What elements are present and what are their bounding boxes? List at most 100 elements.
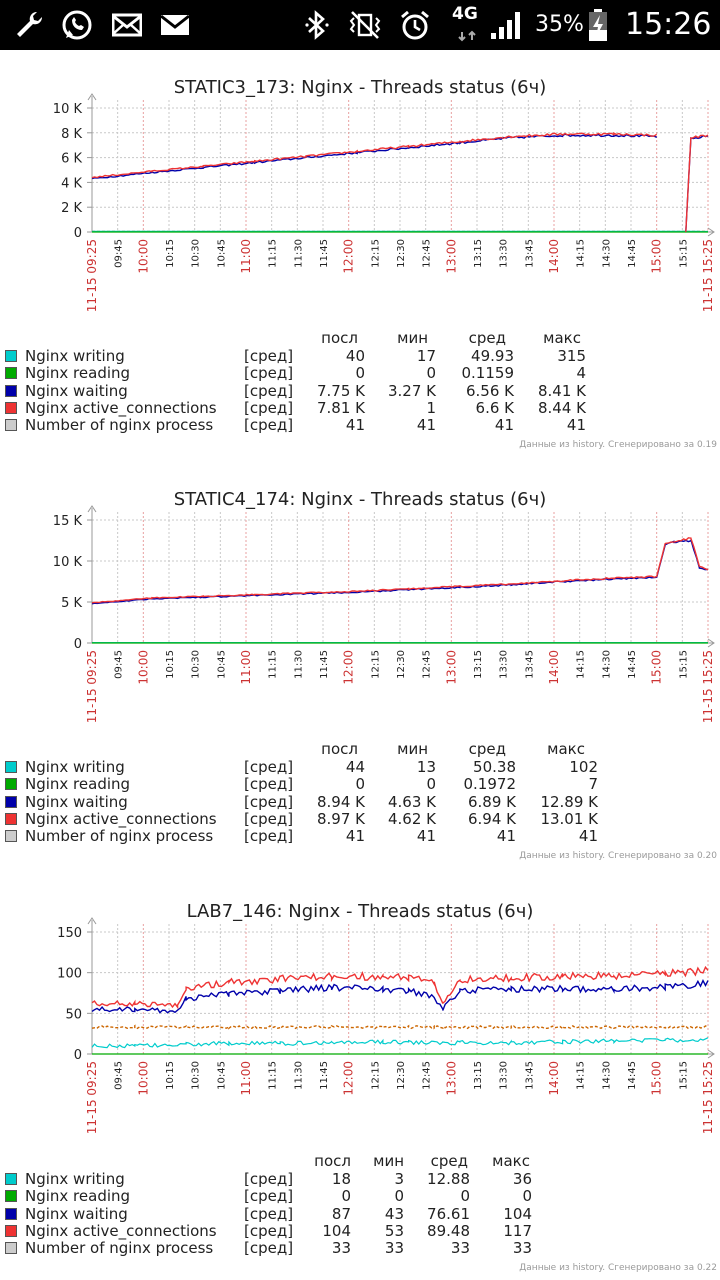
x-tick-label: 11:45 <box>319 239 330 268</box>
graphs-scroll-area[interactable]: STATIC3_173: Nginx - Threads status (6ч)… <box>0 50 720 1280</box>
x-tick-label: 10:30 <box>191 650 202 679</box>
x-tick-label: 14:00 <box>547 239 561 274</box>
x-tick-label: 11-15 09:25 <box>85 650 99 723</box>
legend-swatch <box>5 367 17 380</box>
legend-value-min: 0 <box>394 1187 404 1206</box>
x-tick-label: 13:15 <box>473 650 484 679</box>
legend-item-name: Nginx reading <box>25 1187 131 1206</box>
graph-footer: Данные из history. Сгенерировано за 0.19 <box>519 440 717 450</box>
x-tick-label: 12:15 <box>370 1061 381 1090</box>
x-tick-label: 10:00 <box>136 239 150 274</box>
graph-lab7-146: LAB7_146: Nginx - Threads status (6ч) 15… <box>0 874 720 1280</box>
mail-icon <box>158 9 192 41</box>
legend-item-name: Nginx active_connections <box>25 1221 217 1240</box>
x-tick-label: 12:45 <box>422 1061 433 1090</box>
legend-value-min: 3 <box>394 1170 404 1188</box>
x-tick-label: 11-15 09:25 <box>85 1061 99 1134</box>
series-line-number-of-nginx-process <box>91 1024 709 1030</box>
x-tick-label: 10:45 <box>216 650 227 679</box>
x-tick-label: 09:45 <box>114 650 125 679</box>
graph-legend: посл мин сред макс Nginx writing [сред] 40 17 49… <box>0 329 720 449</box>
x-tick-label: 12:15 <box>370 239 381 268</box>
legend-row: Nginx waiting [сред] 7.75 K 3.27 K 6.56 K 8.4… <box>0 381 720 400</box>
legend-value-last: 33 <box>331 1239 351 1258</box>
legend-swatch <box>5 401 17 414</box>
legend-item-name: Nginx waiting <box>25 381 128 400</box>
x-tick-label: 10:00 <box>136 650 150 685</box>
legend-value-max: 13.01 K <box>540 809 598 828</box>
legend-row: Nginx reading [сред] 0 0 0 0 <box>0 1187 720 1206</box>
legend-column-header: мин <box>373 1152 404 1170</box>
legend-value-last: 7.81 K <box>316 398 365 417</box>
x-tick-label: 14:00 <box>547 650 561 685</box>
legend-value-max: 12.89 K <box>540 792 598 811</box>
series-line-nginx-active-connections <box>91 132 709 233</box>
legend-row: Nginx writing [сред] 40 17 49.93 315 <box>0 347 720 365</box>
legend-column-header: макс <box>547 740 585 758</box>
x-tick-label: 12:30 <box>396 650 407 679</box>
legend-item-name: Nginx writing <box>25 347 125 365</box>
x-tick-label: 12:30 <box>396 239 407 268</box>
legend-item-name: Number of nginx process <box>25 1239 214 1258</box>
series-line-nginx-waiting <box>91 978 709 1014</box>
y-tick-label: 0 <box>74 637 82 652</box>
legend-value-avg: 49.93 <box>471 347 514 365</box>
legend-swatch <box>5 419 17 432</box>
y-axis-arrow <box>87 917 97 925</box>
legend-column-header: макс <box>543 329 581 347</box>
x-tick-label: 14:15 <box>576 1061 587 1090</box>
legend-item-name: Nginx reading <box>25 775 131 794</box>
x-tick-label: 11:30 <box>293 1061 304 1090</box>
battery-charging-icon <box>585 9 611 41</box>
x-tick-label: 11:45 <box>319 1061 330 1090</box>
legend-column-header: посл <box>321 329 358 347</box>
legend-value-avg: 33 <box>450 1239 470 1258</box>
legend-value-max: 41 <box>578 827 598 846</box>
graph-legend: посл мин сред макс Nginx writing [сред] 44 13 50… <box>0 740 720 860</box>
x-tick-label: 11-15 09:25 <box>85 239 99 312</box>
signal-icon <box>488 9 524 41</box>
x-tick-label: 13:00 <box>444 1061 458 1096</box>
x-tick-label: 11:15 <box>268 239 279 268</box>
legend-row: Nginx waiting [сред] 8.94 K 4.63 K 6.89 K 12.… <box>0 792 720 811</box>
legend-function: [сред] <box>244 1204 294 1223</box>
legend-value-max: 104 <box>503 1204 532 1223</box>
y-tick-label: 10 K <box>53 102 83 117</box>
y-tick-label: 0 <box>74 226 82 241</box>
legend-row: Nginx writing [сред] 18 3 12.88 36 <box>0 1170 720 1188</box>
legend-value-last: 18 <box>331 1170 351 1188</box>
legend-value-last: 41 <box>345 416 365 435</box>
y-tick-label: 0 <box>74 1048 82 1063</box>
legend-column-header: посл <box>321 740 358 758</box>
graph-footer: Данные из history. Сгенерировано за 0.22 <box>519 1263 717 1273</box>
legend-function: [сред] <box>244 347 294 365</box>
x-tick-label: 14:30 <box>601 1061 612 1090</box>
legend-item-name: Nginx writing <box>25 1170 125 1188</box>
legend-value-max: 117 <box>503 1221 532 1240</box>
x-axis-arrow <box>707 638 715 648</box>
legend-value-min: 53 <box>384 1221 404 1240</box>
threads-status-chart: 10 K 8 K 6 K 4 K 2 K 011-15 09:25 09:45 10:00 10… <box>53 93 715 312</box>
legend-value-max: 36 <box>512 1170 532 1188</box>
legend-column-header: посл <box>314 1152 351 1170</box>
legend-function: [сред] <box>244 398 294 417</box>
legend-row: Number of nginx process [сред] 33 33 33 33 <box>0 1239 720 1258</box>
legend-value-min: 1 <box>426 398 436 417</box>
x-tick-label: 10:30 <box>191 239 202 268</box>
legend-value-last: 41 <box>345 827 365 846</box>
legend-value-avg: 6.56 K <box>465 381 514 400</box>
legend-function: [сред] <box>244 364 294 383</box>
x-axis-arrow <box>707 1049 715 1059</box>
legend-item-name: Nginx reading <box>25 364 131 383</box>
graph-footer: Данные из history. Сгенерировано за 0.20 <box>519 851 717 861</box>
legend-value-max: 102 <box>569 758 598 776</box>
legend-item-name: Nginx writing <box>25 758 125 776</box>
legend-function: [сред] <box>244 1187 294 1206</box>
legend-value-avg: 41 <box>494 416 514 435</box>
series-line-nginx-active-connections <box>91 537 709 604</box>
legend-value-min: 41 <box>416 827 436 846</box>
y-tick-label: 100 <box>57 967 82 982</box>
x-tick-label: 13:30 <box>499 1061 510 1090</box>
x-tick-label: 14:45 <box>627 650 638 679</box>
legend-column-header: сред <box>430 1152 468 1170</box>
